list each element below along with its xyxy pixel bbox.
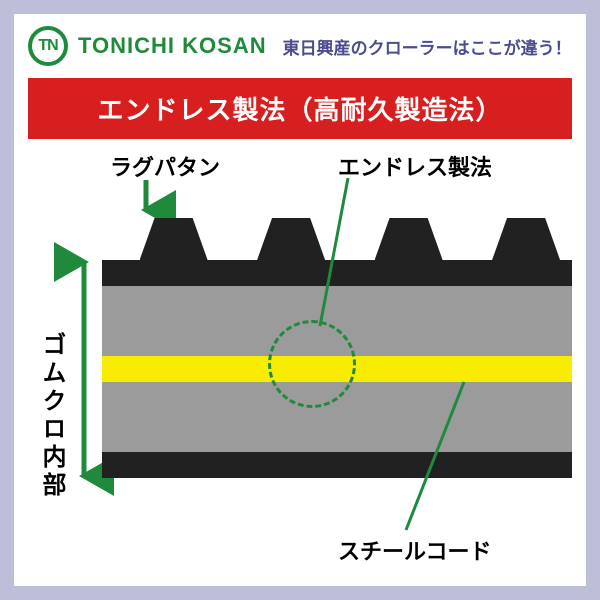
lug-icon xyxy=(375,218,443,260)
lug-icon xyxy=(492,218,560,260)
header: TN TONICHI KOSAN 東日興産のクローラーはここが違う！ xyxy=(14,14,586,74)
company-name: TONICHI KOSAN xyxy=(78,33,267,59)
lug-icon xyxy=(140,218,208,260)
lug-icon xyxy=(257,218,325,260)
label-steel-cord: スチールコード xyxy=(338,534,492,566)
label-rubber-interior: ゴムクロ内部 xyxy=(34,332,69,500)
lug-row xyxy=(102,218,572,260)
layer-outer-bottom xyxy=(102,452,572,478)
range-arrow-icon xyxy=(72,256,96,482)
highlight-circle-icon xyxy=(268,320,356,408)
label-endless-method: エンドレス製法 xyxy=(338,150,492,182)
layer-outer-top xyxy=(102,260,572,286)
diagram: ラグパタン エンドレス製法 ゴムクロ内部 xyxy=(28,144,572,572)
banner-title: エンドレス製法（高耐久製造法） xyxy=(28,78,572,139)
logo-icon: TN xyxy=(28,26,68,66)
tagline: 東日興産のクローラーはここが違う！ xyxy=(283,34,572,59)
card: TN TONICHI KOSAN 東日興産のクローラーはここが違う！ エンドレス… xyxy=(14,14,586,586)
label-lug-pattern: ラグパタン xyxy=(110,150,220,182)
